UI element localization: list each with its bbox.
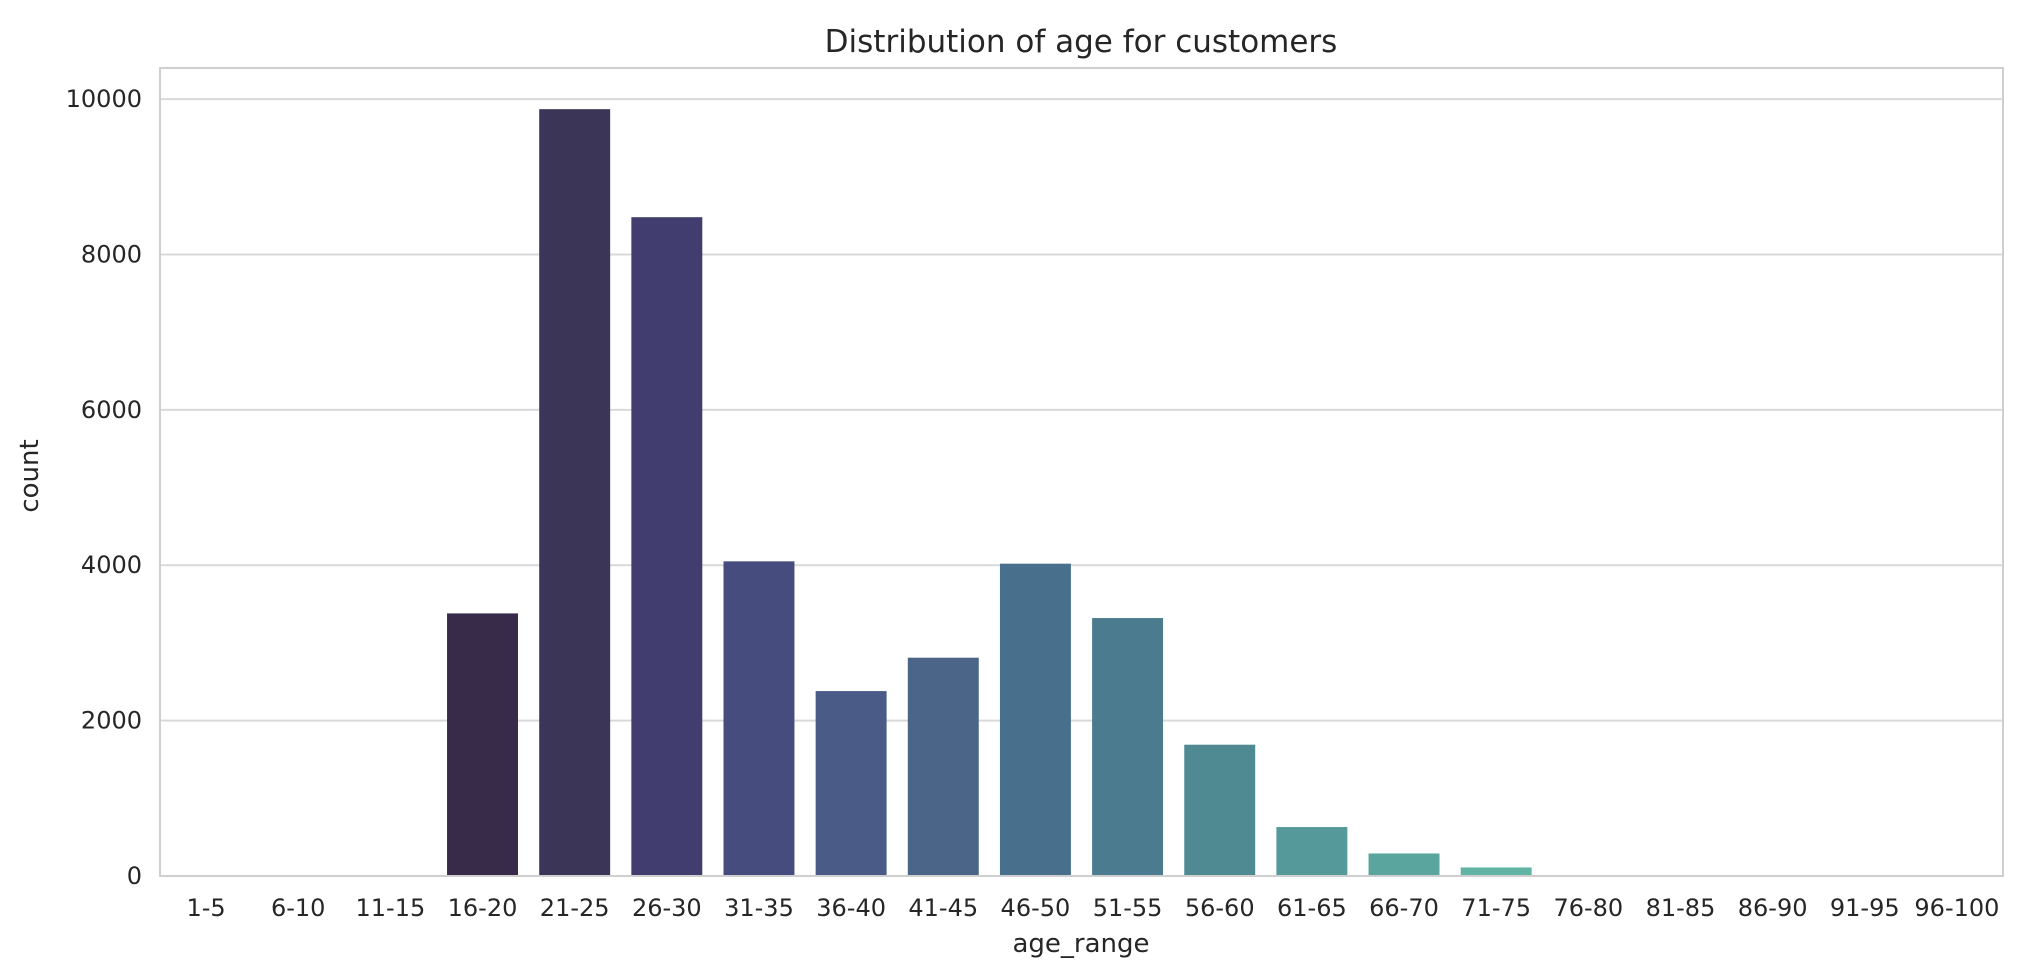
x-tick-labels: 1-5 6-10 11-15 16-20 21-25 26-30 31-35 36-40 41-… (186, 894, 1999, 922)
bar-71-75 (1461, 867, 1532, 876)
chart-title: Distribution of age for customers (825, 24, 1338, 60)
bar-21-25 (539, 109, 610, 876)
x-tick-label: 16-20 (448, 894, 518, 922)
y-tick-label: 8000 (81, 240, 142, 268)
y-tick-labels: 0 2000 4000 6000 8000 10000 (66, 85, 142, 890)
y-tick-label: 0 (127, 862, 142, 890)
bar-61-65 (1276, 827, 1347, 876)
x-tick-label: 21-25 (540, 894, 610, 922)
x-tick-label: 31-35 (724, 894, 794, 922)
x-tick-label: 91-95 (1830, 894, 1900, 922)
x-tick-label: 61-65 (1277, 894, 1347, 922)
x-tick-label: 81-85 (1646, 894, 1716, 922)
x-tick-label: 86-90 (1738, 894, 1808, 922)
x-tick-label: 6-10 (271, 894, 325, 922)
bar-16-20 (447, 613, 518, 876)
bar-31-35 (723, 561, 794, 876)
plot-background (160, 68, 2003, 876)
x-tick-label: 56-60 (1185, 894, 1255, 922)
bar-66-70 (1369, 853, 1440, 876)
x-tick-label: 41-45 (908, 894, 978, 922)
bar-26-30 (631, 217, 702, 876)
y-tick-label: 10000 (66, 85, 142, 113)
y-tick-label: 4000 (81, 551, 142, 579)
y-tick-label: 2000 (81, 707, 142, 735)
x-tick-label: 1-5 (186, 894, 225, 922)
x-tick-label: 96-100 (1914, 894, 1999, 922)
y-axis-label: count (15, 439, 45, 512)
bar-56-60 (1184, 745, 1255, 876)
y-tick-label: 6000 (81, 396, 142, 424)
x-tick-label: 46-50 (1001, 894, 1071, 922)
bar-41-45 (908, 658, 979, 876)
x-tick-label: 26-30 (632, 894, 702, 922)
x-tick-label: 11-15 (356, 894, 426, 922)
bar-51-55 (1092, 618, 1163, 876)
x-tick-label: 76-80 (1553, 894, 1623, 922)
bar-36-40 (816, 691, 887, 876)
x-tick-label: 51-55 (1093, 894, 1163, 922)
x-axis-label: age_range (1012, 929, 1149, 959)
bar-46-50 (1000, 564, 1071, 876)
x-tick-label: 66-70 (1369, 894, 1439, 922)
x-tick-label: 71-75 (1461, 894, 1531, 922)
x-tick-label: 36-40 (816, 894, 886, 922)
